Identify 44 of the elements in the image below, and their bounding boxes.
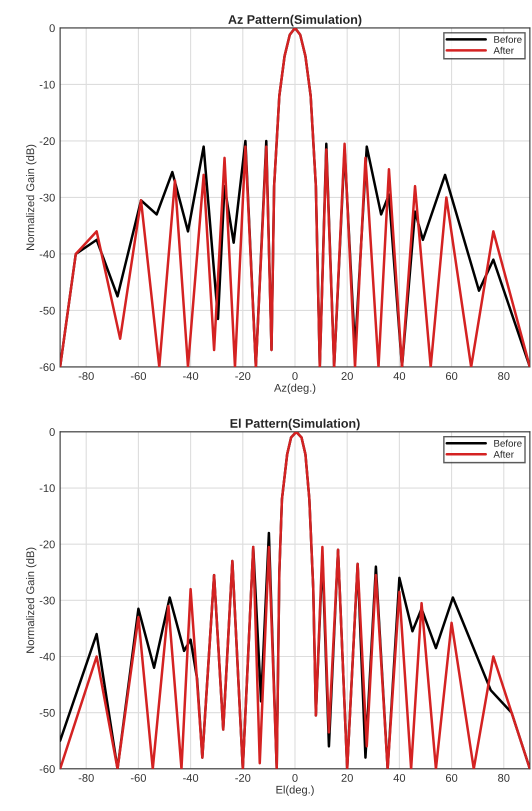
y-tick-label: -20 (40, 137, 55, 146)
chart-title: Az Pattern(Simulation) (228, 14, 362, 26)
y-tick-label: -50 (40, 306, 55, 315)
x-tick-label: 40 (393, 372, 406, 380)
x-tick-label: 0 (292, 774, 298, 782)
x-tick-label: -60 (130, 774, 146, 782)
line-series (60, 28, 530, 367)
x-tick-label: -40 (183, 372, 198, 380)
x-tick-label: 60 (446, 372, 458, 380)
x-tick-label: -60 (130, 372, 146, 380)
y-axis-title: Normalized Gain (dB) (26, 548, 36, 653)
y-tick-label: -10 (40, 80, 55, 89)
legend-label: Before (494, 36, 522, 43)
y-tick-label: -20 (40, 540, 55, 548)
y-tick-label: -60 (40, 363, 55, 372)
x-tick-label: -80 (78, 774, 94, 782)
y-tick-label: 0 (50, 428, 55, 436)
x-axis-title: El(deg.) (276, 785, 314, 796)
y-tick-label: -10 (40, 484, 55, 492)
y-tick-label: 0 (50, 24, 55, 32)
y-tick-label: -60 (40, 765, 55, 773)
x-tick-label: 20 (342, 774, 353, 782)
y-tick-label: -40 (40, 652, 55, 661)
x-tick-label: -80 (78, 372, 94, 380)
line-series (60, 432, 530, 769)
x-tick-label: 0 (292, 372, 298, 380)
y-tick-label: -30 (40, 194, 55, 202)
x-axis-title: Az(deg.) (274, 384, 316, 394)
y-axis-title: Normalized Gain (dB) (26, 144, 36, 250)
legend-label: After (493, 46, 514, 54)
y-tick-label: -30 (40, 596, 55, 604)
x-tick-label: 20 (342, 372, 353, 380)
x-tick-label: 80 (498, 372, 510, 380)
y-tick-label: -50 (40, 708, 55, 717)
x-tick-label: 80 (498, 774, 510, 782)
y-tick-label: -40 (40, 250, 55, 258)
x-tick-label: 60 (446, 774, 458, 782)
x-tick-label: -20 (235, 774, 250, 782)
x-tick-label: -20 (235, 372, 250, 380)
legend-label: Before (494, 440, 522, 447)
chart-title: El Pattern(Simulation) (230, 418, 360, 430)
legend-label: After (493, 450, 514, 458)
x-tick-label: -40 (183, 774, 198, 782)
x-tick-label: 40 (393, 774, 406, 782)
